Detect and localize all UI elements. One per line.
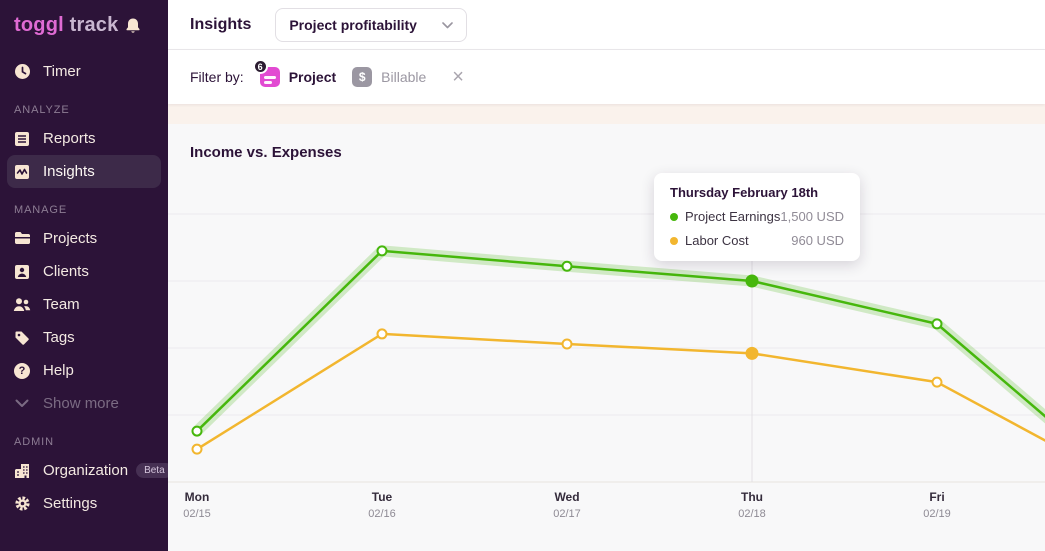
sidebar-item-team[interactable]: Team xyxy=(7,288,161,321)
sidebar-item-label: Projects xyxy=(43,230,98,247)
chart-tooltip: Thursday February 18th Project Earnings … xyxy=(654,173,860,261)
beta-badge: Beta xyxy=(136,463,173,478)
reports-icon xyxy=(13,130,31,148)
billable-dollar-icon: $ xyxy=(352,67,373,87)
sidebar-item-label: Clients xyxy=(43,263,89,280)
filter-bar: Filter by: 6 Project $ Billable × xyxy=(168,50,1045,104)
sidebar-item-label: Organization xyxy=(43,462,129,479)
x-axis-tick: Thu 02/18 xyxy=(738,490,766,520)
x-axis-tick: Wed 02/17 xyxy=(553,490,581,520)
background-band xyxy=(168,104,1045,124)
team-icon xyxy=(13,296,31,314)
section-label-analyze: ANALYZE xyxy=(14,104,70,116)
project-count-badge: 6 xyxy=(252,59,268,74)
dropdown-selected-value: Project profitability xyxy=(289,16,417,33)
clear-filter-close-icon[interactable]: × xyxy=(452,66,464,88)
sidebar-item-label: Insights xyxy=(43,163,95,180)
clients-icon xyxy=(13,263,31,281)
tooltip-title: Thursday February 18th xyxy=(670,185,819,200)
series-dot-project-earnings xyxy=(670,212,678,221)
series-dot-labor-cost xyxy=(670,236,678,245)
help-icon: ? xyxy=(13,362,31,380)
sidebar-item-help[interactable]: ? Help xyxy=(7,354,161,387)
billable-filter-chip[interactable]: $ Billable xyxy=(352,67,426,87)
tag-icon xyxy=(13,329,31,347)
sidebar-item-settings[interactable]: Settings xyxy=(7,487,161,520)
clock-icon xyxy=(13,63,31,81)
section-label-admin: ADMIN xyxy=(14,436,54,448)
chevron-down-icon xyxy=(442,16,454,34)
income-expenses-line-chart[interactable] xyxy=(168,124,1045,551)
topbar: Insights Project profitability xyxy=(168,0,1045,50)
page-title: Insights xyxy=(190,15,252,33)
section-label-manage: MANAGE xyxy=(14,204,68,216)
organization-icon xyxy=(13,462,31,480)
chart-title: Income vs. Expenses xyxy=(190,144,342,161)
income-expenses-chart-panel: Income vs. Expenses Mon 02/15 Tue 02/16 … xyxy=(168,124,1045,551)
sidebar-item-timer[interactable]: Timer xyxy=(7,55,161,88)
main-content: Insights Project profitability Filter by… xyxy=(168,0,1045,551)
logo-toggl: toggl xyxy=(14,14,64,36)
sidebar-item-projects[interactable]: Projects xyxy=(7,222,161,255)
project-chip-label: Project xyxy=(288,69,337,85)
sidebar-item-label: Team xyxy=(43,296,80,313)
sidebar: toggl track Timer ANALYZE Reports Insigh… xyxy=(0,0,173,551)
toggl-track-logo[interactable]: toggl track xyxy=(14,14,118,37)
sidebar-item-organization[interactable]: Organization Beta xyxy=(7,454,173,487)
tooltip-row: Project Earnings 1,500 USD xyxy=(670,209,844,224)
sidebar-item-clients[interactable]: Clients xyxy=(7,255,161,288)
gear-icon xyxy=(13,495,31,513)
sidebar-item-tags[interactable]: Tags xyxy=(7,321,161,354)
sidebar-item-label: Settings xyxy=(43,495,98,512)
project-folder-icon: 6 xyxy=(252,59,280,87)
insights-icon xyxy=(13,163,31,181)
x-axis-tick: Tue 02/16 xyxy=(368,490,396,520)
chevron-down-icon xyxy=(13,395,31,413)
billable-chip-label: Billable xyxy=(381,69,427,85)
sidebar-item-label: Help xyxy=(43,362,74,379)
x-axis-tick: Mon 02/15 xyxy=(183,490,211,520)
sidebar-item-show-more[interactable]: Show more xyxy=(7,387,161,420)
x-axis-tick: Fri 02/19 xyxy=(923,490,951,520)
project-filter-chip[interactable]: 6 Project xyxy=(252,59,337,87)
filter-by-label: Filter by: xyxy=(190,69,244,85)
sidebar-item-label: Tags xyxy=(43,329,75,346)
logo-track: track xyxy=(69,14,119,36)
notifications-bell-icon[interactable] xyxy=(124,17,142,35)
tooltip-row: Labor Cost 960 USD xyxy=(670,233,844,248)
sidebar-item-label: Timer xyxy=(43,63,81,80)
sidebar-nav: Timer ANALYZE Reports Insights MANAGE Pr… xyxy=(0,55,173,520)
sidebar-item-reports[interactable]: Reports xyxy=(7,122,161,155)
insights-view-dropdown[interactable]: Project profitability xyxy=(275,7,468,42)
folder-icon xyxy=(13,230,31,248)
sidebar-item-insights[interactable]: Insights xyxy=(7,155,161,188)
sidebar-item-label: Reports xyxy=(43,130,96,147)
sidebar-item-label: Show more xyxy=(43,395,119,412)
